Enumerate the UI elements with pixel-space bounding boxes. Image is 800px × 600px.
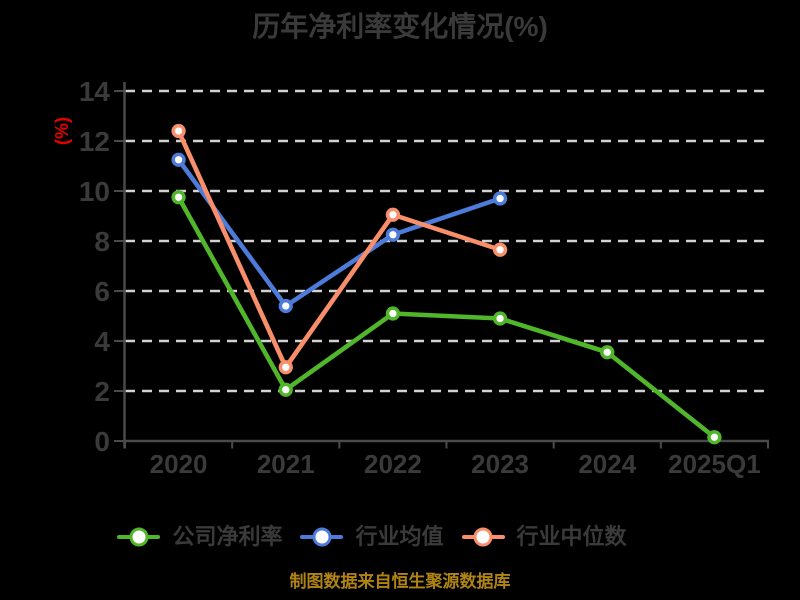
data-point-marker [385, 306, 401, 321]
data-point-marker [492, 311, 508, 326]
data-point-marker [707, 430, 722, 445]
legend-line-swatch [117, 527, 161, 547]
legend-item-1: 公司净利率 [117, 525, 282, 549]
data-point-marker [385, 207, 401, 222]
y-tick-label: 14 [79, 76, 111, 107]
data-source-note: 制图数据来自恒生聚源数据库 [289, 572, 511, 591]
data-point-marker [492, 242, 508, 257]
data-point-marker [278, 360, 293, 375]
legend-line-swatch [461, 527, 505, 547]
x-axis-label: 2023 [471, 449, 529, 479]
y-tick-label: 4 [94, 326, 110, 357]
data-point-marker [171, 123, 186, 139]
legend-label: 行业均值 [355, 524, 444, 549]
chart-title: 历年净利率变化情况(%) [252, 11, 548, 42]
x-axis-label: 2024 [578, 449, 636, 479]
x-axis-label: 2025Q1 [668, 449, 761, 479]
data-point-marker [171, 190, 186, 205]
x-axis-label: 2021 [257, 449, 315, 479]
y-tick-label: 10 [79, 176, 110, 207]
y-tick-label: 8 [94, 226, 110, 257]
series-line-2 [176, 157, 503, 309]
data-point-marker [278, 382, 293, 397]
data-point-marker [492, 191, 508, 206]
y-tick-label: 6 [94, 276, 110, 307]
series-line-3 [176, 128, 503, 370]
y-tick-label: 2 [94, 376, 110, 407]
legend-item-2: 行业均值 [300, 524, 444, 549]
series-line-1 [176, 194, 717, 440]
legend-line-swatch [300, 527, 344, 547]
legend-item-3: 行业中位数 [461, 524, 627, 549]
data-point-marker [171, 152, 186, 167]
legend-marker-icon [312, 527, 332, 547]
legend-label: 公司净利率 [172, 524, 283, 549]
x-axis-label: 2022 [364, 449, 422, 479]
legend: 公司净利率 行业均值 行业中位数 [0, 521, 800, 553]
data-point-marker [385, 227, 401, 242]
y-tick-label: 12 [79, 126, 110, 157]
x-axis-label: 2020 [150, 449, 208, 479]
legend-marker-icon [129, 527, 149, 547]
data-point-marker [600, 345, 615, 360]
legend-marker-icon [473, 527, 493, 547]
data-point-marker [278, 298, 293, 314]
legend-label: 行业中位数 [516, 524, 627, 549]
y-tick-label: 0 [94, 426, 110, 457]
